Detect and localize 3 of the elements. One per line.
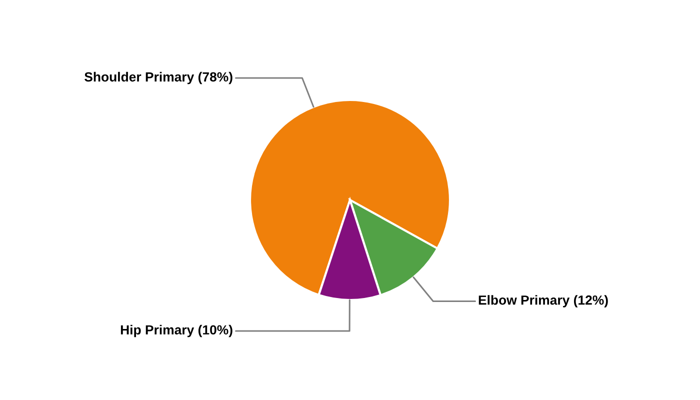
slice-label: Shoulder Primary (78%) — [84, 72, 232, 84]
slice-label: Hip Primary (10%) — [120, 324, 232, 338]
slice-label: Elbow Primary (12%) — [478, 295, 608, 308]
